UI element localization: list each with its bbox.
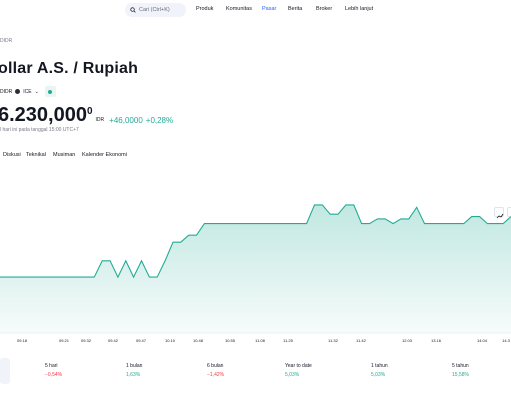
x-tick-label: 09.47 — [136, 338, 147, 343]
x-tick-label: 11.32 — [328, 338, 338, 343]
tab-diskusi[interactable]: Diskusi — [3, 152, 21, 158]
performance-bar: 5 hari −0,54% 1 bulan 1,63% 6 bulan −1,4… — [0, 358, 511, 386]
fullscreen-button[interactable] — [507, 207, 511, 217]
x-tick-label: 10.10 — [165, 338, 176, 343]
x-tick-label: 13.16 — [431, 338, 442, 343]
nav-item-lebih-lanjut[interactable]: Lebih lanjut — [345, 6, 374, 12]
performance-label: 6 bulan — [207, 363, 224, 369]
x-tick-label: 12.03 — [402, 338, 413, 343]
x-tick-label: 09.18 — [17, 338, 28, 343]
performance-5y[interactable]: 5 tahun 15,58% — [452, 362, 469, 380]
nav-item-produk[interactable]: Produk — [196, 6, 214, 12]
tab-teknikal[interactable]: Teknikal — [26, 152, 46, 158]
x-tick-label: 09.42 — [108, 338, 119, 343]
performance-1m[interactable]: 1 bulan 1,63% — [126, 362, 142, 380]
search-icon — [130, 7, 136, 13]
price-change-percent: +0,28% — [145, 116, 174, 125]
performance-5d[interactable]: 5 hari −0,54% — [45, 362, 62, 380]
x-tick-label: 09.32 — [81, 338, 92, 343]
nav-item-berita[interactable]: Berita — [288, 6, 303, 12]
performance-value: −0,54% — [45, 372, 63, 378]
performance-value: 1,63% — [126, 372, 141, 378]
performance-6m[interactable]: 6 bulan −1,42% — [207, 362, 224, 380]
x-tick-label: 14.3 — [502, 338, 511, 343]
compare-icon — [496, 213, 504, 219]
performance-value: 5,03% — [371, 372, 386, 378]
performance-label: Year to date — [285, 363, 312, 369]
performance-label: 5 hari — [45, 363, 58, 369]
x-tick-label: 09.21 — [59, 338, 70, 343]
price-currency: IDR — [95, 117, 105, 123]
performance-label: 1 tahun — [371, 363, 388, 369]
price-chart[interactable]: 09.18 09.21 09.32 09.42 09.47 10.10 10.48 10.55… — [0, 170, 511, 350]
top-navigation: Cari (Ctrl+K) Produk Komunitas Pasar Ber… — [0, 0, 511, 20]
chart-area-fill — [0, 204, 511, 333]
price-superscript: 0 — [86, 106, 93, 117]
symbol-code[interactable]: DIDR — [0, 88, 13, 95]
price-timestamp: l hari ini pada tanggal 15:00 UTC+7 — [0, 127, 79, 133]
performance-ytd[interactable]: Year to date 5,03% — [285, 362, 312, 380]
chevron-down-icon[interactable]: ⌄ — [34, 88, 39, 95]
exchange-icon — [15, 89, 21, 94]
performance-value: 15,58% — [452, 372, 469, 378]
exchange-name[interactable]: ICE — [23, 88, 32, 95]
tab-kalender-ekonomi[interactable]: Kalender Ekonomi — [82, 152, 127, 158]
price-block: 6.230,000 0 IDR +46,0000 +0,28% — [0, 104, 173, 127]
performance-value: −1,42% — [207, 372, 225, 378]
performance-label: 1 bulan — [126, 363, 143, 369]
chart-series-line — [0, 204, 511, 279]
nav-item-komunitas[interactable]: Komunitas — [226, 6, 252, 12]
performance-selected-cell[interactable] — [0, 358, 10, 384]
performance-label: 5 tahun — [452, 363, 469, 369]
tab-musiman[interactable]: Musiman — [53, 152, 76, 158]
x-tick-label: 11.08 — [255, 338, 265, 343]
nav-item-pasar[interactable]: Pasar — [262, 6, 277, 12]
x-tick-label: 10.48 — [193, 338, 204, 343]
performance-1y[interactable]: 1 tahun 5,03% — [371, 362, 388, 380]
x-tick-label: 10.55 — [225, 338, 236, 343]
search-box[interactable]: Cari (Ctrl+K) — [125, 3, 186, 17]
performance-value: 5,03% — [285, 372, 300, 378]
market-open-dot-icon — [48, 89, 53, 94]
x-tick-label: 14.04 — [477, 338, 488, 343]
symbol-meta: DIDR ICE ⌄ — [0, 86, 56, 97]
price-change: +46,0000 — [109, 116, 143, 125]
price-main: 6.230,000 — [0, 104, 87, 126]
market-status-badge[interactable] — [44, 86, 56, 97]
search-placeholder: Cari (Ctrl+K) — [139, 7, 170, 13]
nav-item-broker[interactable]: Broker — [316, 6, 333, 12]
compare-button[interactable] — [494, 207, 504, 219]
page-title: ollar A.S. / Rupiah — [0, 60, 139, 77]
breadcrumb[interactable]: DIDR — [0, 38, 13, 44]
x-tick-label: 11.25 — [283, 338, 293, 343]
x-tick-label: 11.42 — [356, 338, 366, 343]
